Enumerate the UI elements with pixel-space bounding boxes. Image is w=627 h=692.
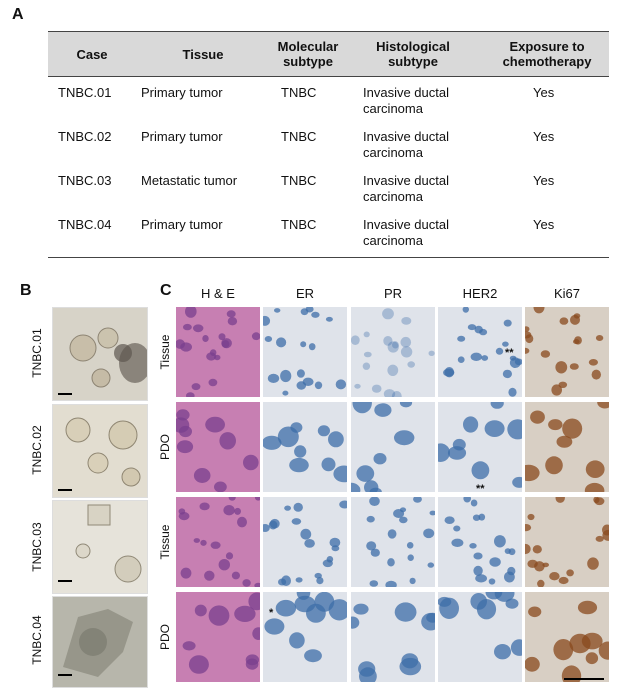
column-ki67: Ki67	[553, 286, 581, 301]
cell-case: TNBC.02	[58, 129, 112, 144]
cell-tissue: Primary tumor	[141, 85, 223, 100]
organoid-image-tnbc02	[52, 404, 148, 498]
ihc-image-er-row3	[263, 497, 347, 587]
row-label-tnbc02: TNBC.02	[30, 425, 44, 475]
ihc-image-her2-row1	[438, 307, 522, 397]
row-label-tnbc03: TNBC.03	[30, 522, 44, 572]
scale-bar	[58, 674, 72, 676]
ihc-image-pr-row4	[351, 592, 435, 682]
ihc-image-her2-row3	[438, 497, 522, 587]
cell-molecular: TNBC	[281, 173, 317, 188]
cell-chemotherapy: Yes	[533, 217, 555, 232]
header-molecular-subtype: Molecular subtype	[277, 39, 339, 69]
cell-histological: Invasive ductal carcinoma	[363, 85, 449, 116]
table-header: Case Tissue Molecular subtype Histologica…	[48, 31, 609, 77]
row-label-pdo: PDO	[158, 624, 172, 651]
ihc-image-he-row4	[176, 592, 260, 682]
ihc-image-er-row2	[263, 402, 347, 492]
ihc-image-er-row1	[263, 307, 347, 397]
ihc-image-her2-row4	[438, 592, 522, 682]
ihc-image-pr-row1	[351, 307, 435, 397]
row-label-tissue: Tissue	[158, 524, 172, 560]
cell-tissue: Primary tumor	[141, 129, 223, 144]
cell-chemotherapy: Yes	[533, 85, 555, 100]
table-row: TNBC.01 Primary tumor TNBC Invasive duct…	[48, 85, 609, 125]
cell-chemotherapy: Yes	[533, 129, 555, 144]
row-label-tnbc04: TNBC.04	[30, 615, 44, 665]
organoid-image-tnbc01	[52, 307, 151, 401]
ihc-image-her2-row2	[438, 402, 522, 492]
scale-bar	[564, 678, 604, 680]
ihc-image-he-row3	[176, 497, 260, 587]
cell-tissue: Metastatic tumor	[141, 173, 238, 188]
annotation-double-asterisk: **	[476, 483, 485, 495]
ihc-image-ki67-row4	[525, 592, 609, 682]
column-er: ER	[295, 286, 315, 301]
header-case: Case	[76, 46, 108, 62]
table-row: TNBC.03 Metastatic tumor TNBC Invasive d…	[48, 173, 609, 213]
column-he: H & E	[201, 286, 235, 301]
ihc-image-ki67-row2	[525, 402, 609, 492]
panel-label-a: A	[12, 6, 24, 23]
table-row: TNBC.02 Primary tumor TNBC Invasive duct…	[48, 129, 609, 169]
table-body: TNBC.01 Primary tumor TNBC Invasive duct…	[48, 77, 609, 258]
case-table: Case Tissue Molecular subtype Histologica…	[48, 31, 609, 258]
cell-molecular: TNBC	[281, 217, 317, 232]
table-row: TNBC.04 Primary tumor TNBC Invasive duct…	[48, 217, 609, 257]
organoid-image-tnbc04	[52, 596, 148, 688]
ihc-image-he-row2	[176, 402, 260, 492]
row-label-pdo: PDO	[158, 434, 172, 461]
panel-label-b: B	[20, 282, 32, 299]
ihc-image-er-row4	[263, 592, 347, 682]
ihc-image-ki67-row3	[525, 497, 609, 587]
cell-case: TNBC.03	[58, 173, 112, 188]
cell-molecular: TNBC	[281, 85, 317, 100]
ihc-image-ki67-row1	[525, 307, 609, 397]
header-histological-subtype: Histological subtype	[376, 39, 450, 69]
ihc-image-pr-row3	[351, 497, 435, 587]
cell-histological: Invasive ductal carcinoma	[363, 173, 449, 204]
row-label-tnbc01: TNBC.01	[30, 328, 44, 378]
row-label-tissue: Tissue	[158, 334, 172, 370]
header-tissue: Tissue	[182, 46, 224, 62]
annotation-double-asterisk: **	[505, 347, 514, 359]
column-pr: PR	[383, 286, 403, 301]
header-exposure-chemotherapy: Exposure to chemotherapy	[502, 39, 592, 69]
ihc-image-pr-row2	[351, 402, 435, 492]
scale-bar	[58, 489, 72, 491]
panel-label-c: C	[160, 282, 172, 299]
annotation-asterisk: *	[269, 607, 274, 619]
cell-chemotherapy: Yes	[533, 173, 555, 188]
column-her2: HER2	[462, 286, 498, 301]
ihc-image-he-row1	[176, 307, 260, 397]
cell-tissue: Primary tumor	[141, 217, 223, 232]
cell-molecular: TNBC	[281, 129, 317, 144]
organoid-image-tnbc03	[52, 500, 148, 594]
scale-bar	[58, 393, 72, 395]
cell-case: TNBC.04	[58, 217, 112, 232]
cell-histological: Invasive ductal carcinoma	[363, 217, 449, 248]
cell-case: TNBC.01	[58, 85, 112, 100]
scale-bar	[58, 580, 72, 582]
cell-histological: Invasive ductal carcinoma	[363, 129, 449, 160]
